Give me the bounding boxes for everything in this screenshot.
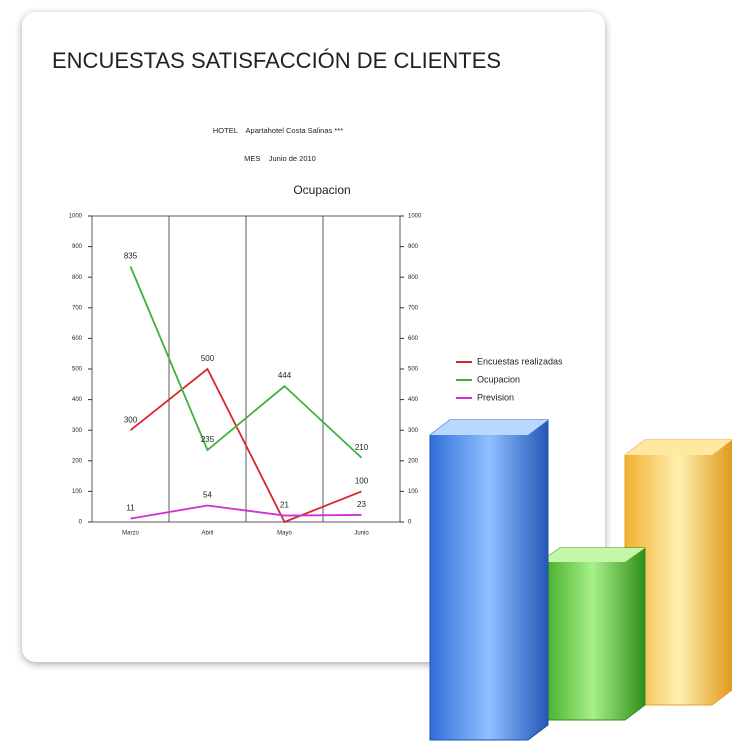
y2-tick-label: 1000: [408, 214, 422, 220]
y2-tick-label: 500: [408, 367, 419, 373]
plot: 0 0 100 100 200 200 300 300 400 400 500 500 600 600 70…: [69, 214, 563, 537]
x-tick-label: Junio: [354, 531, 369, 537]
data-label: 444: [278, 371, 292, 380]
y-tick-label: 300: [72, 428, 83, 434]
data-label: 54: [203, 491, 212, 500]
y-tick-label: 600: [72, 336, 83, 342]
data-label: 500: [201, 354, 215, 363]
y2-tick-label: 300: [408, 428, 419, 434]
data-label: 11: [126, 504, 135, 513]
series-line: [130, 504, 362, 520]
data-label: 835: [124, 252, 138, 261]
data-label: 21: [280, 501, 289, 510]
y-tick-label: 500: [72, 367, 83, 373]
data-label: 210: [355, 443, 369, 452]
y2-tick-label: 200: [408, 458, 419, 464]
month: MES Junio de 2010: [244, 154, 316, 163]
page-title: ENCUESTAS SATISFACCIÓN DE CLIENTES: [52, 48, 501, 73]
data-label: 23: [357, 500, 366, 509]
legend-label: Prevision: [477, 392, 514, 402]
y2-tick-label: 700: [408, 305, 419, 311]
y2-tick-label: 600: [408, 336, 419, 342]
legend-label: Ocupacion: [477, 374, 520, 384]
data-label: 300: [124, 415, 138, 424]
x-tick-label: Marzo: [122, 531, 139, 537]
series-line: [129, 367, 362, 524]
chart-title: Ocupacion: [293, 183, 350, 197]
y-tick-label: 400: [72, 397, 83, 403]
y2-tick-label: 400: [408, 397, 419, 403]
data-label: 100: [355, 477, 369, 486]
y-tick-label: 1000: [69, 214, 83, 220]
y-tick-label: 700: [72, 305, 83, 311]
decoration: [429, 419, 732, 741]
y2-tick-label: 0: [408, 520, 412, 526]
y-tick-label: 100: [72, 489, 83, 495]
hotel: HOTEL Apartahotel Costa Salinas ***: [213, 126, 343, 135]
x-tick-label: Mayo: [277, 531, 292, 537]
y2-tick-label: 900: [408, 244, 419, 250]
y-tick-label: 900: [72, 244, 83, 250]
data-label: 235: [201, 435, 215, 444]
series-line: [129, 266, 363, 459]
legend-label: Encuestas realizadas: [477, 356, 563, 366]
y-tick-label: 200: [72, 458, 83, 464]
x-tick-label: Abril: [201, 531, 213, 537]
y-tick-label: 800: [72, 275, 83, 281]
y2-tick-label: 800: [408, 275, 419, 281]
y-tick-label: 0: [79, 520, 83, 526]
y2-tick-label: 100: [408, 489, 419, 495]
